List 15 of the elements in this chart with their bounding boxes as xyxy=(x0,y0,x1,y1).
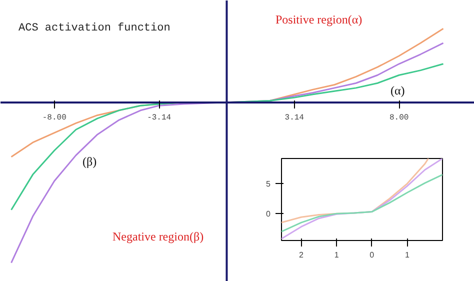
annotation: (α) xyxy=(390,84,405,98)
annotation: Negative region(β) xyxy=(112,230,204,244)
x-tick-label: -3.14 xyxy=(147,113,172,122)
x-tick-label: -8.00 xyxy=(42,113,67,122)
text: Positive region(α) xyxy=(276,12,362,26)
x-tick-label: 8.00 xyxy=(389,113,409,122)
line-series xyxy=(282,174,442,232)
chart-title: ACS activation function xyxy=(18,22,170,34)
x-tick-label: 0 xyxy=(370,250,375,260)
x-tick-label: 1 xyxy=(334,250,340,260)
x-tick-label: 1 xyxy=(404,250,410,260)
x-tick-label: 3.14 xyxy=(284,113,304,122)
x-tick-label: 2 xyxy=(299,250,304,260)
annotation: (β) xyxy=(82,154,97,168)
y-tick-label: 5 xyxy=(266,180,272,189)
